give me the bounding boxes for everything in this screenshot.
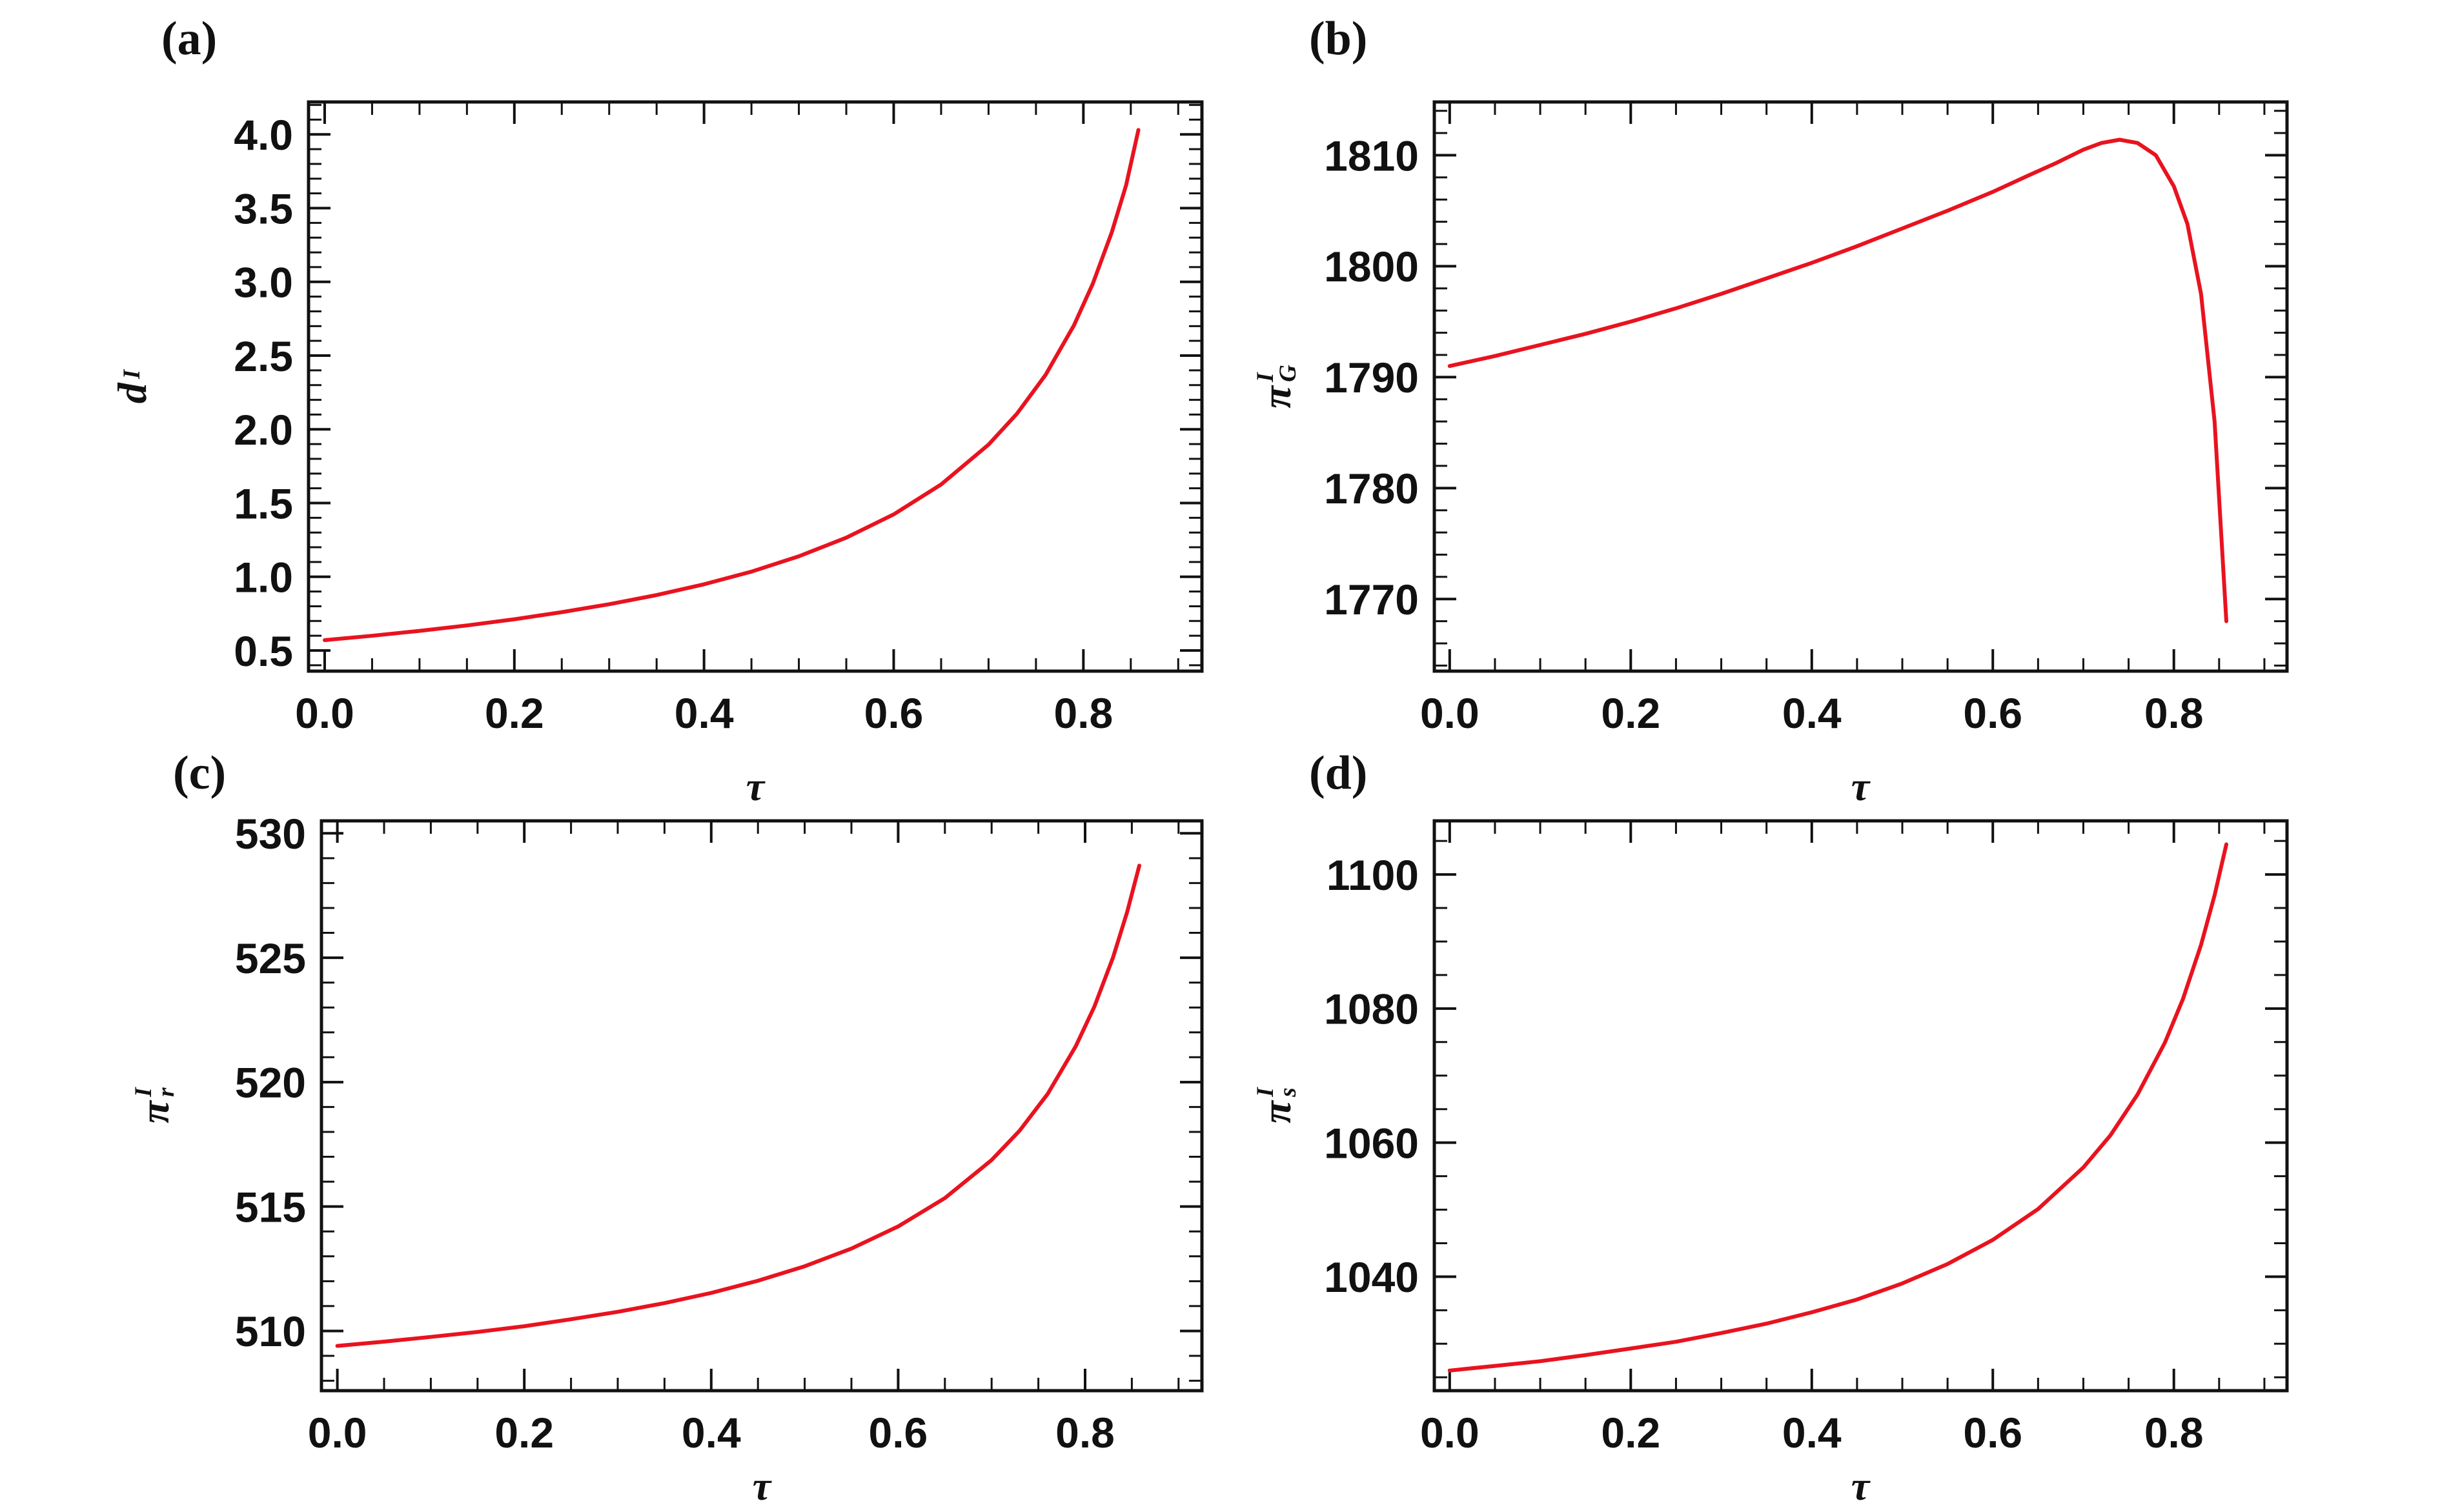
y-tick-label: 1770 [1324,576,1419,623]
y-tick-label: 3.5 [234,185,293,232]
x-tick-label: 0.2 [485,689,544,737]
y-tick-label: 1800 [1324,243,1419,290]
panel-b: 0.0 0.2 0.4 0.6 0.8 1770 1780 1790 1800 1810 [1324,100,2289,737]
panel-b-xaxis-title: τ [1851,763,1870,809]
y-tick-label: 4.0 [234,111,293,159]
y-tick-label: 1040 [1324,1253,1419,1301]
y-tick-label: 2.5 [234,332,293,380]
x-tick-label: 0.4 [675,689,734,737]
panel-a-yaxis-sup: I [119,369,146,379]
y-tick-label: 530 [235,810,306,858]
x-tick-label: 0.4 [1782,1409,1842,1457]
panel-d-yaxis-symbol: π [1254,1100,1299,1124]
y-tick-label: 3.0 [234,259,293,307]
panel-c-yaxis-sup: I [130,1087,157,1097]
y-tick-label: 1.5 [234,479,293,527]
x-tick-label: 0.2 [1601,1409,1660,1457]
panel-a-tag: (a) [161,12,218,65]
x-tick-label: 0.6 [864,689,924,737]
panel-d-frame [1432,819,2289,1393]
y-tick-label: 2.0 [234,406,293,454]
x-tick-label: 0.8 [1055,1409,1115,1457]
panel-d-yaxis-sup: I [1252,1087,1279,1097]
y-tick-label: 1100 [1327,851,1419,899]
y-tick-label: 1080 [1324,985,1419,1033]
panel-c-tag: (c) [173,747,227,800]
y-tick-label: 520 [235,1059,306,1107]
panel-d: 0.0 0.2 0.4 0.6 0.8 1040 1060 1080 1100 [1324,819,2289,1457]
x-tick-label: 0.2 [494,1409,554,1457]
panel-d-xaxis-title: τ [1851,1463,1870,1509]
curve-c [335,863,1141,1348]
panel-b-yaxis-sub: G [1275,365,1301,382]
x-tick-label: 0.0 [295,689,354,737]
panel-c-frame [320,819,1204,1393]
x-tick-label: 0.4 [1782,689,1842,737]
curve-a [323,128,1141,642]
panel-d-yaxis-sub: s [1275,1087,1301,1097]
y-tick-label: 0.5 [234,627,293,675]
y-tick-label: 1060 [1324,1119,1419,1167]
panel-a-frame [307,100,1204,673]
y-tick-label: 1780 [1324,465,1419,512]
panel-c: 0.0 0.2 0.4 0.6 0.8 510 515 520 525 530 [235,810,1204,1457]
y-tick-label: 525 [235,934,306,982]
x-tick-label: 0.8 [2144,1409,2204,1457]
curve-b [1447,137,2228,623]
y-tick-label: 1790 [1324,354,1419,401]
curve-d [1447,842,2228,1373]
panel-b-yaxis-sup: I [1252,372,1279,382]
panel-a-yaxis-symbol: d [109,383,155,404]
panel-b-tag: (b) [1309,12,1368,65]
x-tick-label: 0.8 [2144,689,2204,737]
x-tick-label: 0.0 [1420,1409,1479,1457]
panel-b-frame [1432,100,2289,673]
x-tick-label: 0.2 [1601,689,1660,737]
y-tick-label: 1810 [1324,132,1419,179]
x-tick-label: 0.6 [869,1409,928,1457]
x-tick-label: 0.4 [682,1409,741,1457]
panel-c-xaxis-title: τ [752,1463,771,1509]
panel-a: 0.0 0.2 0.4 0.6 0.8 0.5 1.0 1.5 2.0 2.5 3.0 3.5 4.0 [234,100,1204,737]
panel-c-yaxis-symbol: π [132,1100,178,1124]
panel-a-xaxis-title: τ [746,763,765,809]
x-tick-label: 0.6 [1963,689,2022,737]
x-tick-label: 0.0 [308,1409,367,1457]
x-tick-label: 0.8 [1053,689,1113,737]
y-tick-label: 1.0 [234,554,293,601]
panel-b-yaxis-symbol: π [1254,385,1299,408]
panel-d-tag: (d) [1309,747,1368,800]
x-tick-label: 0.6 [1963,1409,2022,1457]
x-tick-label: 0.0 [1420,689,1479,737]
y-tick-label: 510 [235,1307,306,1355]
panel-c-yaxis-sub: r [153,1087,179,1097]
y-tick-label: 515 [235,1183,306,1231]
